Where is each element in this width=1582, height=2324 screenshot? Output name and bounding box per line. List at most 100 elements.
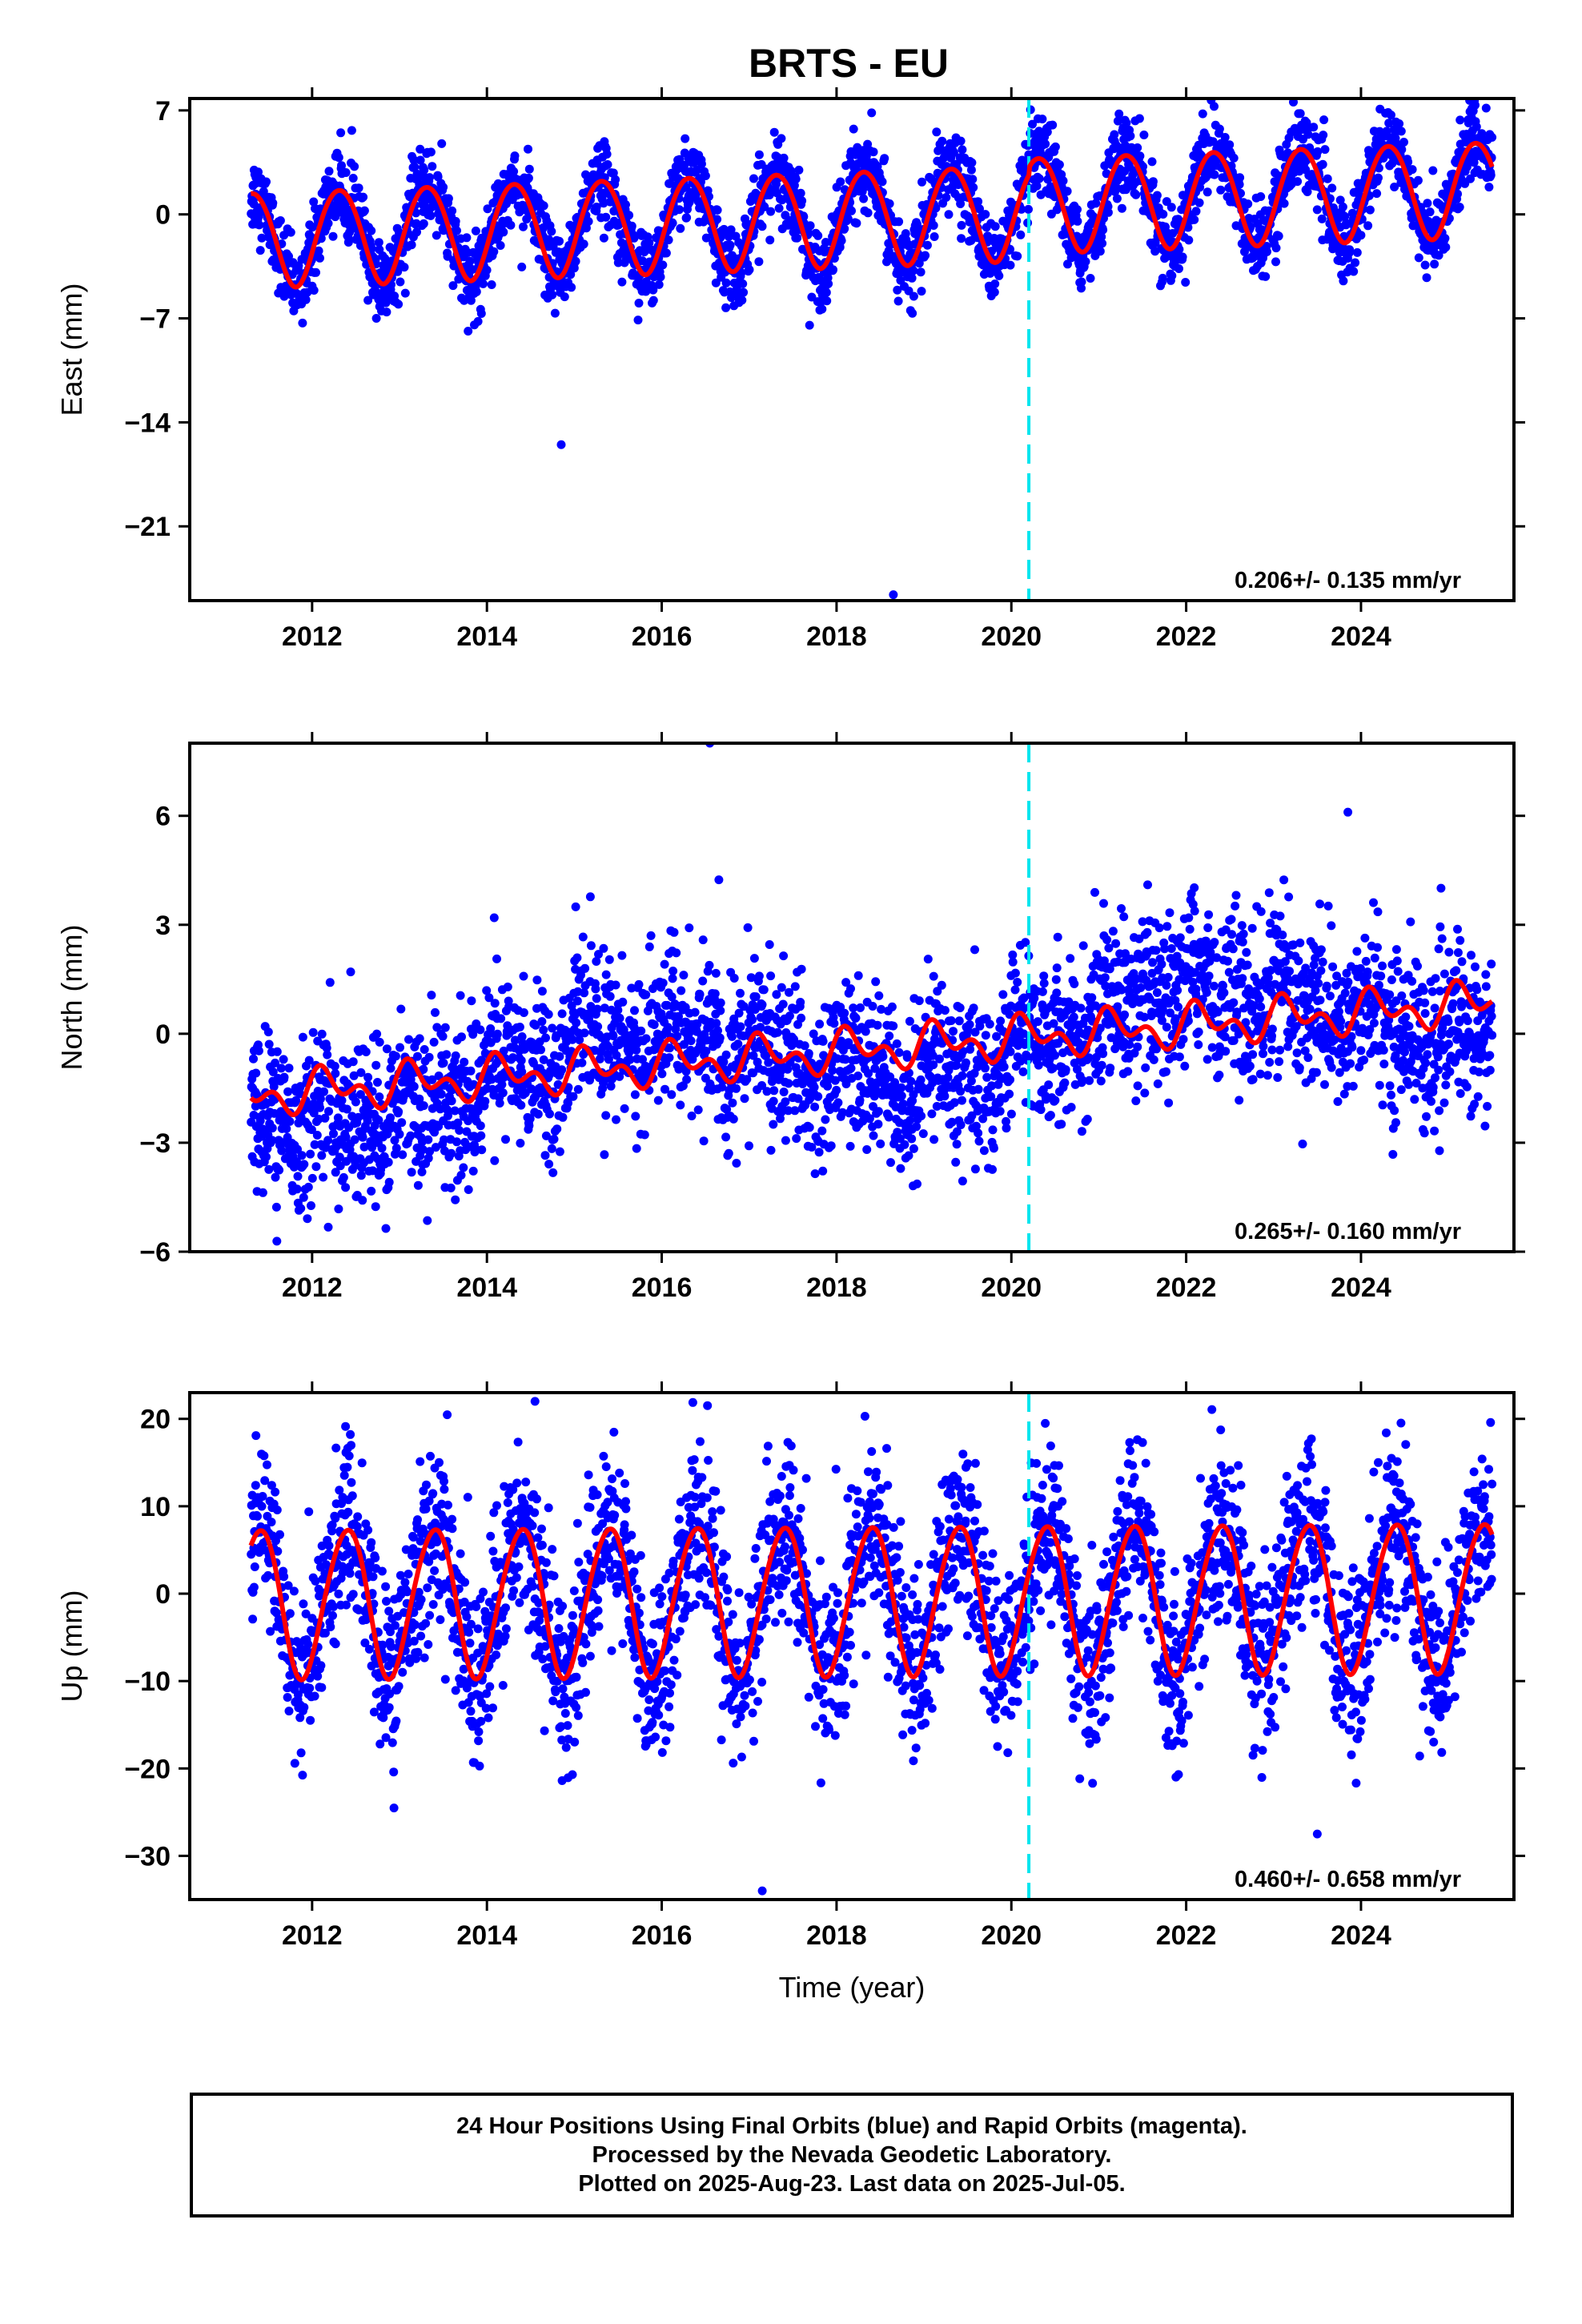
- north-data-point: [350, 1135, 359, 1144]
- north-data-point: [572, 953, 582, 963]
- east-data-point: [721, 303, 731, 312]
- north-data-point: [299, 1192, 308, 1202]
- north-data-point: [988, 1125, 998, 1135]
- east-data-point: [309, 286, 319, 295]
- east-data-point: [796, 188, 805, 198]
- north-data-point: [896, 1164, 905, 1173]
- east-data-point: [420, 165, 429, 175]
- east-data-point: [396, 277, 405, 287]
- north-data-point: [555, 1147, 564, 1156]
- north-data-point: [698, 935, 708, 945]
- east-data-point: [1162, 197, 1171, 207]
- north-data-point: [886, 1158, 895, 1168]
- north-data-point: [913, 1179, 921, 1188]
- north-data-point: [657, 1069, 667, 1079]
- east-data-point: [286, 227, 295, 237]
- east-data-point: [668, 219, 677, 228]
- north-data-point: [826, 1141, 836, 1151]
- north-data-point: [466, 1066, 476, 1076]
- north-data-point: [424, 1052, 434, 1062]
- north-data-point: [604, 955, 614, 964]
- east-data-point: [1271, 257, 1280, 267]
- east-data-point: [1323, 174, 1332, 183]
- east-data-point: [476, 309, 486, 318]
- north-data-point: [496, 1014, 506, 1023]
- north-data-point: [814, 1148, 824, 1157]
- east-data-point: [1081, 257, 1090, 267]
- north-data-point: [784, 1079, 793, 1088]
- north-data-point: [427, 991, 436, 1000]
- east-data-point: [654, 279, 664, 289]
- north-data-point: [781, 1097, 790, 1107]
- east-data-point: [433, 172, 443, 182]
- north-data-point: [862, 1145, 872, 1154]
- east-data-point: [1423, 199, 1432, 208]
- east-data-point: [1261, 271, 1271, 281]
- east-data-point: [674, 205, 684, 215]
- east-data-point: [777, 134, 786, 143]
- east-data-point: [1097, 232, 1106, 242]
- east-data-point: [849, 124, 858, 134]
- east-data-point: [840, 224, 849, 233]
- north-data-point: [751, 992, 761, 1002]
- east-data-point: [1390, 183, 1399, 191]
- north-data-point: [593, 1022, 603, 1031]
- east-data-point: [901, 229, 910, 239]
- east-data-point: [909, 292, 918, 301]
- east-data-point: [268, 199, 278, 207]
- north-data-point: [721, 1132, 731, 1142]
- north-data-point: [868, 1002, 877, 1011]
- north-data-point: [446, 1183, 456, 1192]
- north-data-point: [641, 990, 651, 999]
- north-data-point: [477, 1145, 487, 1155]
- east-data-point: [1486, 171, 1496, 180]
- north-data-point: [303, 1214, 312, 1224]
- north-data-point: [258, 1188, 267, 1197]
- north-data-point: [317, 1029, 327, 1039]
- north-data-point: [705, 960, 714, 970]
- east-data-point: [1453, 189, 1462, 199]
- east-data-point: [1034, 174, 1044, 183]
- east-data-point: [347, 126, 356, 135]
- north-data-point: [377, 1144, 387, 1153]
- east-data-point: [797, 196, 807, 206]
- north-data-point: [813, 1092, 823, 1101]
- north-data-point: [979, 1146, 989, 1156]
- north-data-point: [711, 968, 721, 978]
- east-data-point: [571, 256, 580, 266]
- north-data-point: [845, 1141, 855, 1151]
- north-data-point: [592, 994, 601, 1003]
- north-data-point: [324, 1107, 333, 1116]
- y-tick-label: −21: [124, 512, 171, 542]
- east-data-point: [1374, 163, 1383, 173]
- north-data-point: [733, 1039, 743, 1049]
- north-data-point: [815, 1019, 825, 1029]
- north-data-point: [404, 1035, 413, 1044]
- north-data-point: [464, 1185, 473, 1194]
- east-data-point: [374, 238, 383, 247]
- north-data-point: [970, 1164, 980, 1174]
- north-data-point: [476, 1121, 485, 1131]
- east-data-point: [813, 231, 823, 240]
- north-data-point: [460, 1057, 469, 1067]
- east-data-point: [1303, 187, 1312, 196]
- east-data-point: [1046, 182, 1055, 191]
- north-data-point: [407, 1168, 416, 1177]
- east-data-point: [1462, 163, 1472, 171]
- north-data-point: [571, 902, 580, 911]
- east-data-point: [877, 177, 887, 187]
- east-data-point: [1430, 259, 1439, 269]
- north-data-point: [766, 1145, 776, 1155]
- north-data-point: [545, 1109, 554, 1119]
- north-data-point: [981, 1031, 990, 1040]
- east-data-point: [1425, 207, 1435, 217]
- east-data-point: [499, 227, 508, 237]
- north-data-point: [329, 1129, 338, 1139]
- north-data-point: [580, 963, 590, 973]
- north-data-point: [420, 1045, 429, 1054]
- east-data-point: [371, 314, 381, 323]
- east-data-point: [929, 221, 938, 230]
- east-data-point: [754, 150, 764, 159]
- east-data-point: [656, 272, 665, 282]
- east-data-point: [1024, 204, 1033, 214]
